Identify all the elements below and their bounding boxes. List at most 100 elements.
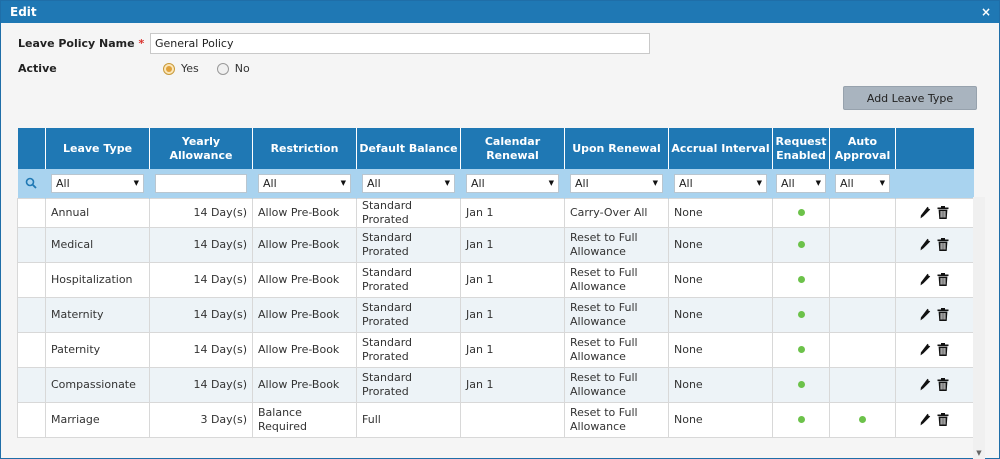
chevron-down-icon: ▼	[815, 179, 821, 188]
scroll-down-icon[interactable]: ▼	[976, 449, 982, 457]
trash-icon[interactable]	[937, 308, 949, 321]
chevron-down-icon: ▼	[548, 179, 554, 188]
cell-accrual-interval: None	[668, 296, 773, 333]
dialog-title: Edit	[10, 5, 37, 19]
active-label: Active	[18, 62, 57, 75]
cell-leave-type: Compassionate	[45, 366, 150, 403]
filter-actions-cell	[895, 169, 974, 198]
filter-row: All ▼ All ▼ All ▼ All ▼ All ▼ All ▼ All ▼ All ▼	[17, 169, 974, 198]
cell-default-balance: Standard Prorated	[356, 197, 461, 228]
active-yes-radio[interactable]: Yes	[163, 62, 199, 75]
active-no-radio[interactable]: No	[216, 62, 250, 75]
cell-auto-approval	[829, 261, 896, 298]
cell-request-enabled	[772, 401, 830, 438]
row-select-cell[interactable]	[17, 331, 46, 368]
cell-actions	[895, 226, 974, 263]
pencil-icon[interactable]	[920, 238, 931, 251]
table-row[interactable]: Marriage 3 Day(s) Balance Required Full Rese…	[17, 401, 974, 438]
cell-accrual-interval: None	[668, 261, 773, 298]
table-header-row: Leave Type Yearly Allowance Restriction …	[17, 128, 974, 169]
trash-icon[interactable]	[937, 378, 949, 391]
cell-request-enabled	[772, 261, 830, 298]
trash-icon[interactable]	[937, 413, 949, 426]
header-auto-approval[interactable]: Auto Approval	[829, 128, 896, 169]
cell-leave-type: Paternity	[45, 331, 150, 368]
vertical-scrollbar[interactable]	[973, 197, 985, 459]
trash-icon[interactable]	[937, 343, 949, 356]
header-actions	[895, 128, 974, 169]
pencil-icon[interactable]	[920, 206, 931, 219]
leave-types-table: Leave Type Yearly Allowance Restriction …	[17, 128, 974, 438]
cell-request-enabled	[772, 366, 830, 403]
filter-leave-type[interactable]: All ▼	[51, 173, 144, 193]
filter-restriction[interactable]: All ▼	[258, 173, 351, 193]
cell-calendar-renewal: Jan 1	[460, 197, 565, 228]
cell-request-enabled	[772, 331, 830, 368]
cell-calendar-renewal	[460, 401, 565, 438]
header-calendar-renewal[interactable]: Calendar Renewal	[460, 128, 565, 169]
row-select-cell[interactable]	[17, 261, 46, 298]
header-default-balance[interactable]: Default Balance	[356, 128, 461, 169]
table-row[interactable]: Medical 14 Day(s) Allow Pre-Book Standard P…	[17, 226, 974, 263]
policy-name-input[interactable]	[150, 33, 650, 54]
cell-actions	[895, 296, 974, 333]
table-row[interactable]: Hospitalization 14 Day(s) Allow Pre-Book St…	[17, 261, 974, 298]
trash-icon[interactable]	[937, 273, 949, 286]
header-request-enabled[interactable]: Request Enabled	[772, 128, 830, 169]
header-restriction[interactable]: Restriction	[252, 128, 357, 169]
cell-restriction: Balance Required	[252, 401, 357, 438]
filter-default-balance[interactable]: All ▼	[362, 173, 455, 193]
pencil-icon[interactable]	[920, 378, 931, 391]
header-leave-type[interactable]: Leave Type	[45, 128, 150, 169]
pencil-icon[interactable]	[920, 343, 931, 356]
cell-accrual-interval: None	[668, 197, 773, 228]
table-row[interactable]: Paternity 14 Day(s) Allow Pre-Book Standard…	[17, 331, 974, 368]
table-row[interactable]: Compassionate 14 Day(s) Allow Pre-Book Stan…	[17, 366, 974, 403]
cell-request-enabled	[772, 226, 830, 263]
cell-accrual-interval: None	[668, 401, 773, 438]
search-icon[interactable]	[25, 177, 37, 189]
enabled-dot-icon	[797, 208, 805, 216]
cell-auto-approval	[829, 331, 896, 368]
pencil-icon[interactable]	[920, 273, 931, 286]
row-select-cell[interactable]	[17, 226, 46, 263]
chevron-down-icon: ▼	[879, 179, 885, 188]
filter-calendar-renewal[interactable]: All ▼	[466, 173, 559, 193]
trash-icon[interactable]	[937, 206, 949, 219]
cell-yearly-allowance: 14 Day(s)	[149, 226, 253, 263]
close-icon[interactable]: ×	[980, 5, 991, 19]
header-accrual-interval[interactable]: Accrual Interval	[668, 128, 773, 169]
cell-upon-renewal: Reset to Full Allowance	[564, 331, 669, 368]
row-select-cell[interactable]	[17, 197, 46, 228]
cell-upon-renewal: Reset to Full Allowance	[564, 261, 669, 298]
cell-calendar-renewal: Jan 1	[460, 296, 565, 333]
chevron-down-icon: ▼	[340, 179, 346, 188]
add-leave-type-button[interactable]: Add Leave Type	[843, 86, 977, 110]
table-row[interactable]: Maternity 14 Day(s) Allow Pre-Book Standard…	[17, 296, 974, 333]
cell-upon-renewal: Reset to Full Allowance	[564, 401, 669, 438]
table-row[interactable]: Annual 14 Day(s) Allow Pre-Book Standard Pr…	[17, 197, 974, 228]
filter-request-enabled[interactable]: All ▼	[776, 173, 826, 193]
pencil-icon[interactable]	[920, 308, 931, 321]
filter-yearly-allowance-input[interactable]	[155, 173, 247, 193]
filter-auto-approval[interactable]: All ▼	[835, 173, 890, 193]
cell-upon-renewal: Reset to Full Allowance	[564, 366, 669, 403]
cell-yearly-allowance: 3 Day(s)	[149, 401, 253, 438]
cell-accrual-interval: None	[668, 331, 773, 368]
header-yearly-allowance[interactable]: Yearly Allowance	[149, 128, 253, 169]
cell-accrual-interval: None	[668, 226, 773, 263]
chevron-down-icon: ▼	[133, 179, 139, 188]
cell-auto-approval	[829, 296, 896, 333]
filter-accrual-interval[interactable]: All ▼	[674, 173, 767, 193]
header-upon-renewal[interactable]: Upon Renewal	[564, 128, 669, 169]
cell-actions	[895, 197, 974, 228]
active-yes-label: Yes	[181, 62, 199, 75]
row-select-cell[interactable]	[17, 366, 46, 403]
pencil-icon[interactable]	[920, 413, 931, 426]
cell-actions	[895, 331, 974, 368]
row-select-cell[interactable]	[17, 296, 46, 333]
enabled-dot-icon	[797, 310, 805, 318]
trash-icon[interactable]	[937, 238, 949, 251]
row-select-cell[interactable]	[17, 401, 46, 438]
filter-upon-renewal[interactable]: All ▼	[570, 173, 663, 193]
